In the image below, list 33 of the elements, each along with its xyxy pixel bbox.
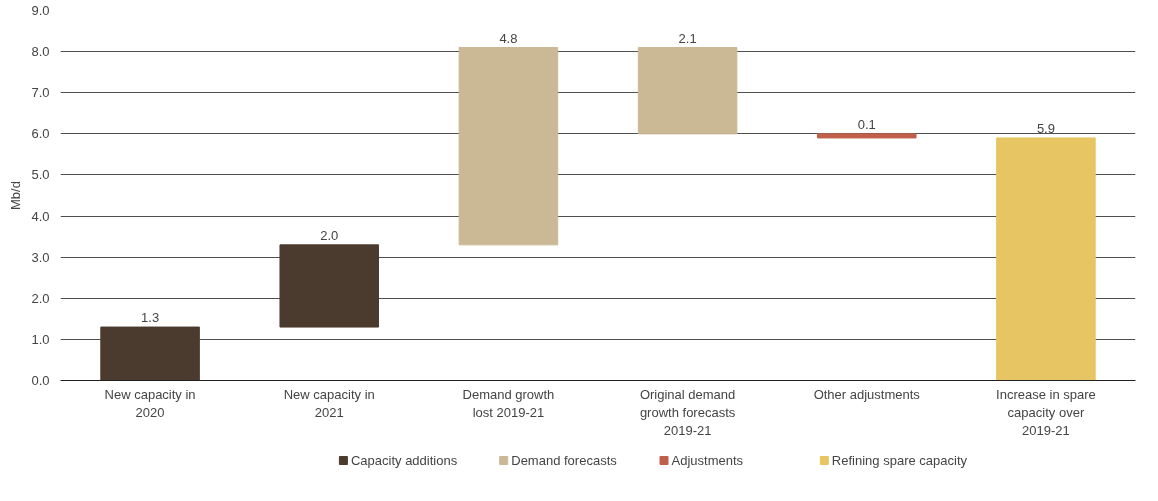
legend-label: Refining spare capacity <box>831 453 968 468</box>
y-tick-label: 6.0 <box>31 126 50 142</box>
bar <box>279 244 380 328</box>
y-tick-label: 2.0 <box>31 290 50 306</box>
data-label: 0.1 <box>857 116 876 132</box>
y-tick-label: 5.0 <box>31 167 50 183</box>
y-tick-label: 7.0 <box>31 85 50 101</box>
bar <box>637 47 738 135</box>
y-axis-title: Mb/d <box>8 181 24 210</box>
data-label: 4.8 <box>499 30 518 46</box>
bar <box>816 133 917 139</box>
data-label: 2.0 <box>320 227 339 243</box>
x-tick-label: Original demand growth forecasts 2019-21 <box>639 386 736 438</box>
data-label: 1.3 <box>141 310 160 326</box>
x-tick-label: Increase in spare capacity over 2019-21 <box>996 386 1096 438</box>
bar <box>996 137 1096 381</box>
legend-label: Capacity additions <box>350 453 458 468</box>
data-label: 5.9 <box>1036 121 1055 137</box>
y-tick-label: 4.0 <box>31 208 50 224</box>
legend-label: Demand forecasts <box>511 453 618 468</box>
y-tick-label: 1.0 <box>31 331 50 347</box>
data-label: 2.1 <box>678 30 697 46</box>
y-tick-label: 9.0 <box>31 3 50 18</box>
y-tick-label: 0.0 <box>31 373 50 388</box>
x-tick-label: Other adjustments <box>813 386 921 402</box>
x-tick-label: New capacity in 2020 <box>104 386 196 420</box>
y-tick-label: 8.0 <box>31 44 50 60</box>
x-tick-label: New capacity in 2021 <box>283 386 375 420</box>
y-tick-label: 3.0 <box>31 249 50 265</box>
legend-label: Adjustments <box>671 453 744 468</box>
bar <box>100 326 200 381</box>
x-tick-label: Demand growth lost 2019-21 <box>462 386 555 420</box>
bar <box>458 47 559 246</box>
